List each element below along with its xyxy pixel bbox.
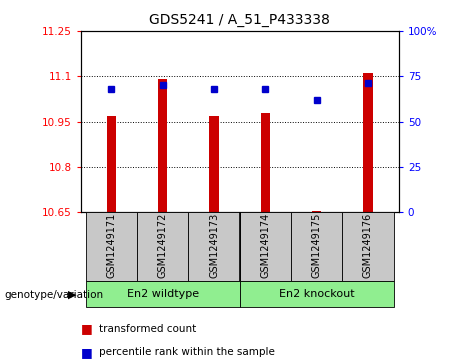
Bar: [261, 113, 270, 212]
Bar: [363, 73, 372, 212]
Text: GSM1249176: GSM1249176: [363, 213, 373, 278]
Bar: [343, 212, 394, 281]
Text: GSM1249174: GSM1249174: [260, 213, 270, 278]
Text: GSM1249173: GSM1249173: [209, 213, 219, 278]
Text: GSM1249171: GSM1249171: [106, 213, 117, 278]
Bar: [240, 281, 394, 307]
Bar: [86, 212, 137, 281]
Title: GDS5241 / A_51_P433338: GDS5241 / A_51_P433338: [149, 13, 330, 27]
Text: percentile rank within the sample: percentile rank within the sample: [99, 347, 275, 357]
Text: ■: ■: [81, 346, 92, 359]
Bar: [291, 212, 343, 281]
Text: transformed count: transformed count: [99, 323, 196, 334]
Bar: [189, 212, 240, 281]
Bar: [86, 281, 240, 307]
Bar: [158, 79, 167, 212]
Text: En2 wildtype: En2 wildtype: [127, 289, 199, 299]
Bar: [209, 115, 219, 212]
Text: ▶: ▶: [68, 290, 76, 300]
Bar: [137, 212, 189, 281]
Bar: [312, 211, 321, 212]
Text: ■: ■: [81, 322, 92, 335]
Text: GSM1249175: GSM1249175: [312, 213, 322, 278]
Text: GSM1249172: GSM1249172: [158, 213, 168, 278]
Text: genotype/variation: genotype/variation: [5, 290, 104, 300]
Text: En2 knockout: En2 knockout: [279, 289, 355, 299]
Bar: [107, 115, 116, 212]
Bar: [240, 212, 291, 281]
